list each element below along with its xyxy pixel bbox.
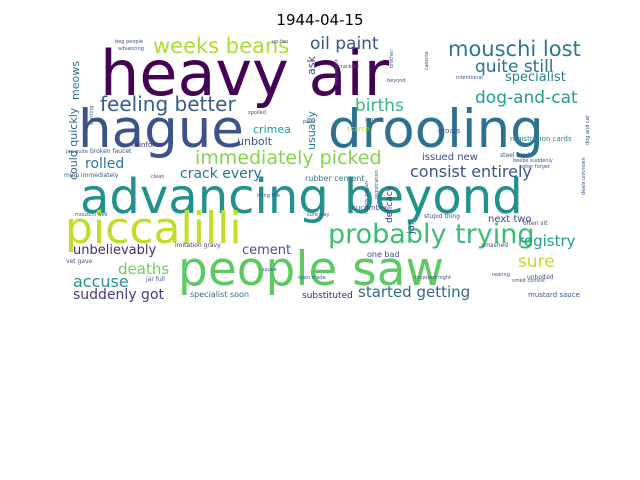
word-specialist-soon: specialist soon bbox=[190, 290, 249, 299]
word-rubber-cement: rubber cement bbox=[305, 174, 365, 183]
word-vet-gave: vet gave bbox=[66, 258, 93, 265]
word-immediately-picked: immediately picked bbox=[195, 147, 382, 169]
word-mouschi-well: mouschi well bbox=[75, 212, 108, 218]
word-rearing: rearing bbox=[492, 272, 510, 278]
word-smelt-consist: smelt consist bbox=[512, 278, 545, 284]
word-rolled: rolled bbox=[85, 156, 124, 172]
word-started-getting: started getting bbox=[358, 283, 470, 301]
word-reinforce: reinforce bbox=[132, 141, 163, 149]
chart-title: 1944-04-15 bbox=[276, 11, 364, 29]
word-heavy-air: heavy air bbox=[100, 37, 390, 110]
word-steel-food: steel food bbox=[500, 152, 530, 159]
word-received-night: received night bbox=[415, 275, 451, 281]
word-often-sit: often sit bbox=[523, 220, 548, 227]
word-drooling: drooling bbox=[328, 99, 544, 160]
word-soon-made: soon made bbox=[298, 275, 326, 281]
word-sauce: sauce bbox=[262, 267, 277, 273]
word-next-two: next two bbox=[488, 214, 532, 225]
word-specialist: specialist bbox=[505, 70, 566, 85]
word-jar: jar bbox=[406, 220, 417, 235]
word-jar-full: jar full bbox=[145, 276, 165, 283]
word-issued-new: issued new bbox=[422, 152, 478, 163]
word-quite-still: quite still bbox=[475, 57, 554, 77]
word-meows: meows bbox=[69, 61, 82, 100]
word-brother: brother bbox=[389, 49, 395, 68]
word-dog-and-cat: dog-and-cat bbox=[475, 88, 578, 108]
word-registry: registry bbox=[518, 232, 576, 250]
word-advancing-beyond: advancing beyond bbox=[80, 169, 523, 225]
word-sure-way: sure way bbox=[307, 212, 330, 218]
word-substituted: substituted bbox=[302, 291, 353, 301]
word-deals-unknown: deals unknown bbox=[581, 157, 587, 195]
word-could-quickly: could quickly bbox=[67, 107, 80, 180]
word-unbolt: unbolt bbox=[237, 135, 273, 148]
word-peter-forget: peter forget bbox=[520, 164, 550, 170]
word-spoiled: spoiled bbox=[248, 110, 266, 116]
word-one-bad: one bad bbox=[367, 250, 400, 259]
word-stupid-thing: stupid thing bbox=[424, 213, 460, 220]
word-suddenly-got: suddenly got bbox=[73, 287, 165, 303]
word-registration-cards: registration cards bbox=[510, 135, 572, 143]
word-miep-immediately: miep immediately bbox=[64, 172, 119, 179]
word-crackers: crackers bbox=[338, 64, 359, 70]
word-nearly-began: nearly began bbox=[364, 181, 370, 214]
word-oil-paint: oil paint bbox=[310, 34, 379, 54]
word-thing-like: thing like bbox=[257, 193, 280, 199]
word-usually: usually bbox=[305, 110, 318, 150]
word-registration: registration bbox=[374, 170, 380, 199]
word-cucumber: cucumber bbox=[352, 204, 387, 212]
word-unbolted: unbolted bbox=[527, 274, 554, 281]
word-cassino: cassino bbox=[424, 51, 430, 70]
word-beyond: beyond bbox=[387, 78, 406, 84]
word-feeling-better: feeling better bbox=[100, 92, 236, 116]
word-mustard-sauce: mustard sauce bbox=[528, 291, 580, 299]
word-mouschi-lost: mouschi lost bbox=[448, 37, 581, 61]
word-weeks-beans: weeks beans bbox=[153, 34, 289, 58]
word-clean: clean bbox=[151, 174, 164, 180]
word-beebe-suddenly: beebe suddenly bbox=[513, 158, 553, 164]
word-dog-and-cat: dog and cat bbox=[585, 115, 591, 145]
word-delicacy: delicacy bbox=[385, 185, 395, 223]
word-births: births bbox=[355, 96, 404, 116]
word-issued: issued bbox=[365, 117, 381, 123]
word-accuse: accuse bbox=[73, 272, 129, 291]
word-cement: cement bbox=[242, 243, 291, 258]
word-hague: hague bbox=[78, 99, 244, 160]
word-broken-faucet: broken faucet bbox=[90, 148, 132, 155]
word-jan-quite: jan quite bbox=[65, 149, 88, 155]
word-deaths: deaths bbox=[118, 260, 169, 278]
word-ask: ask bbox=[305, 56, 318, 75]
word-up-fan: up-fan bbox=[272, 39, 288, 45]
word-piccalilli: piccalilli bbox=[65, 203, 242, 254]
word-consist-entirely: consist entirely bbox=[410, 162, 532, 181]
word-groats: groats bbox=[438, 127, 460, 135]
word-crack-every: crack every bbox=[180, 166, 262, 182]
word-crimea: crimea bbox=[253, 123, 291, 136]
word-sure: sure bbox=[518, 252, 555, 272]
word-imitation-gravy: imitation gravy bbox=[175, 242, 221, 249]
word-advancing: advancing bbox=[118, 46, 144, 52]
word-probably-trying: probably trying bbox=[328, 219, 534, 250]
word-intentional: intentional bbox=[456, 75, 483, 81]
word-statement: statement bbox=[334, 59, 340, 85]
word-people-saw: people saw bbox=[178, 242, 444, 297]
word-starting: starting bbox=[89, 106, 95, 125]
word-beg-people: beg people bbox=[115, 39, 143, 45]
word-paint: paint bbox=[303, 119, 316, 125]
word-smashed: smashed bbox=[481, 242, 508, 249]
word-scarce: scarce bbox=[347, 125, 370, 133]
word-unbelievably: unbelievably bbox=[73, 243, 156, 258]
